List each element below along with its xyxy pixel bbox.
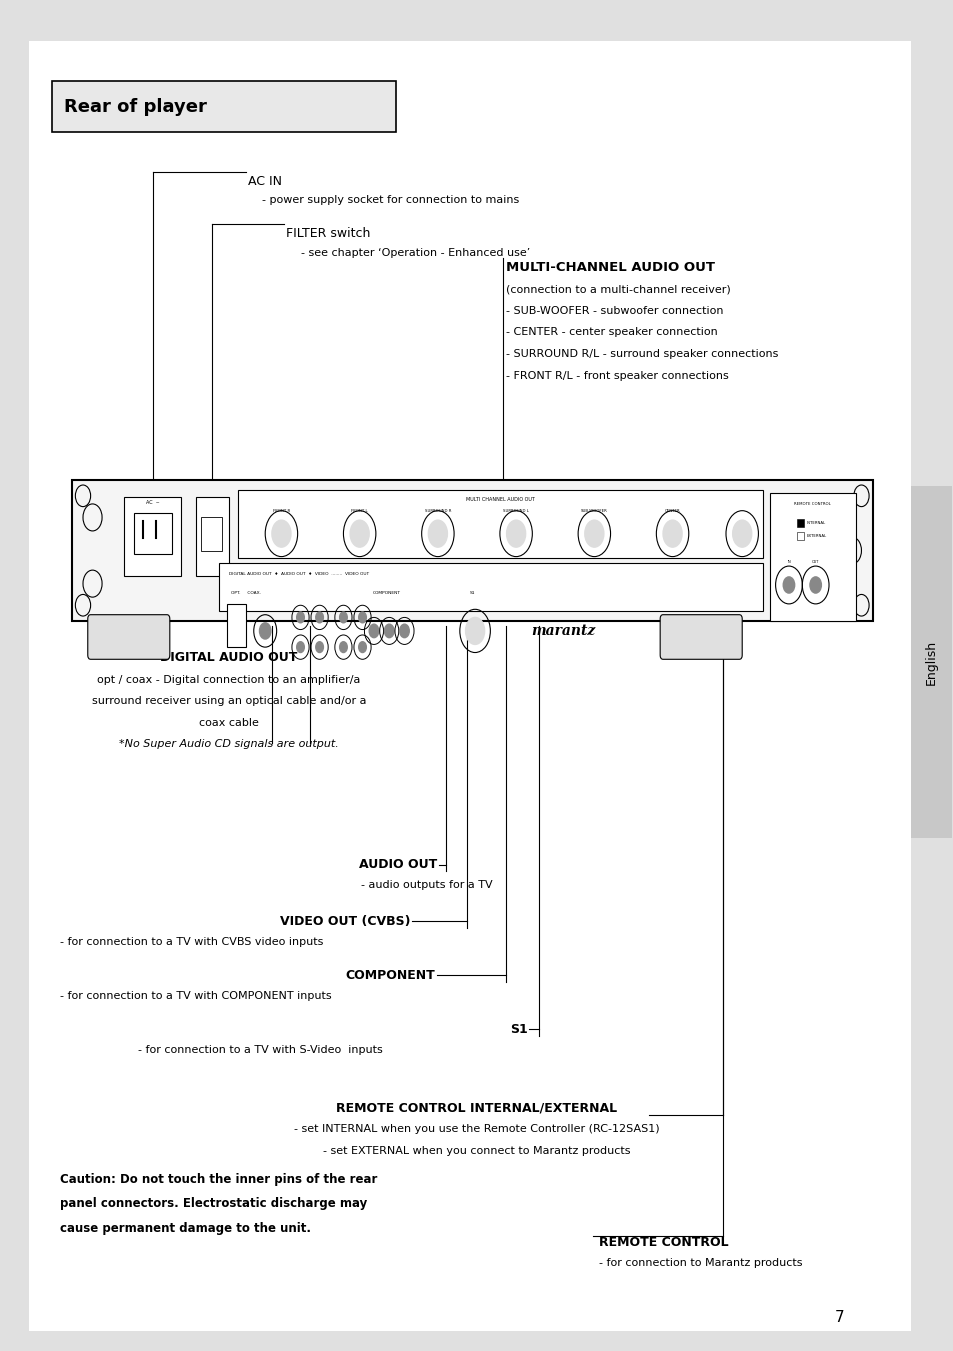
Circle shape bbox=[350, 520, 369, 547]
Circle shape bbox=[296, 642, 304, 653]
Text: SURROUND R: SURROUND R bbox=[424, 509, 451, 512]
Text: OPT.     COAX.: OPT. COAX. bbox=[231, 592, 260, 594]
FancyBboxPatch shape bbox=[659, 615, 741, 659]
Bar bbox=[238, 490, 762, 558]
Text: surround receiver using an optical cable and/or a: surround receiver using an optical cable… bbox=[91, 696, 366, 707]
Text: - for connection to a TV with COMPONENT inputs: - for connection to a TV with COMPONENT … bbox=[60, 990, 332, 1001]
Text: AC  ~: AC ~ bbox=[146, 500, 159, 505]
Text: panel connectors. Electrostatic discharge may: panel connectors. Electrostatic discharg… bbox=[60, 1197, 367, 1210]
Text: S1: S1 bbox=[509, 1023, 527, 1036]
Circle shape bbox=[272, 520, 291, 547]
Text: REMOTE CONTROL: REMOTE CONTROL bbox=[794, 503, 830, 505]
Text: AC IN: AC IN bbox=[248, 174, 282, 188]
Text: - for connection to a TV with S-Video  inputs: - for connection to a TV with S-Video in… bbox=[138, 1044, 383, 1055]
Text: COMPONENT: COMPONENT bbox=[345, 969, 435, 982]
Text: 7: 7 bbox=[834, 1309, 843, 1325]
Bar bbox=[71, 480, 872, 621]
Text: OUT: OUT bbox=[811, 561, 819, 563]
Text: Caution: Do not touch the inner pins of the rear: Caution: Do not touch the inner pins of … bbox=[60, 1173, 377, 1186]
Text: CENTER: CENTER bbox=[664, 509, 679, 512]
Text: VIDEO OUT (CVBS): VIDEO OUT (CVBS) bbox=[279, 915, 410, 928]
Text: *No Super Audio CD signals are output.: *No Super Audio CD signals are output. bbox=[119, 739, 338, 750]
Circle shape bbox=[662, 520, 681, 547]
Text: DIGITAL AUDIO OUT: DIGITAL AUDIO OUT bbox=[160, 651, 297, 665]
Text: MULTI-CHANNEL AUDIO OUT: MULTI-CHANNEL AUDIO OUT bbox=[505, 261, 714, 274]
Text: MULTI CHANNEL AUDIO OUT: MULTI CHANNEL AUDIO OUT bbox=[466, 497, 535, 503]
Text: EXTERNAL: EXTERNAL bbox=[805, 535, 825, 538]
Bar bbox=[52, 81, 395, 132]
Text: SURROUND L: SURROUND L bbox=[502, 509, 529, 512]
Circle shape bbox=[506, 520, 525, 547]
Text: IN: IN bbox=[786, 561, 790, 563]
Text: COMPONENT: COMPONENT bbox=[372, 592, 400, 594]
Text: DIGITAL AUDIO OUT  ♦  AUDIO OUT  ♦  VIDEO  ........  VIDEO OUT: DIGITAL AUDIO OUT ♦ AUDIO OUT ♦ VIDEO ..… bbox=[229, 573, 369, 576]
Bar bbox=[796, 532, 803, 540]
Text: cause permanent damage to the unit.: cause permanent damage to the unit. bbox=[60, 1221, 311, 1235]
Circle shape bbox=[369, 624, 378, 638]
Text: - for connection to a TV with CVBS video inputs: - for connection to a TV with CVBS video… bbox=[60, 936, 323, 947]
Text: - CENTER - center speaker connection: - CENTER - center speaker connection bbox=[505, 327, 717, 338]
Bar bbox=[219, 563, 762, 611]
Text: coax cable: coax cable bbox=[199, 717, 258, 728]
Circle shape bbox=[584, 520, 603, 547]
Bar bbox=[910, 486, 951, 838]
Text: - SURROUND R/L - surround speaker connections: - SURROUND R/L - surround speaker connec… bbox=[505, 349, 778, 359]
Text: - SUB-WOOFER - subwoofer connection: - SUB-WOOFER - subwoofer connection bbox=[505, 305, 722, 316]
Text: marantz: marantz bbox=[530, 624, 595, 638]
Circle shape bbox=[428, 520, 447, 547]
Circle shape bbox=[732, 520, 751, 547]
Text: - see chapter ‘Operation - Enhanced use’: - see chapter ‘Operation - Enhanced use’ bbox=[301, 247, 530, 258]
Text: - power supply socket for connection to mains: - power supply socket for connection to … bbox=[262, 195, 519, 205]
Circle shape bbox=[339, 642, 347, 653]
Text: FRONT L: FRONT L bbox=[351, 509, 368, 512]
Circle shape bbox=[465, 617, 484, 644]
Circle shape bbox=[809, 577, 821, 593]
Circle shape bbox=[339, 612, 347, 623]
Text: S1: S1 bbox=[469, 592, 475, 594]
Bar bbox=[227, 604, 246, 647]
Bar bbox=[124, 497, 181, 576]
Text: English: English bbox=[924, 639, 937, 685]
Bar bbox=[796, 519, 803, 527]
Circle shape bbox=[384, 624, 394, 638]
Text: FILTER switch: FILTER switch bbox=[286, 227, 370, 240]
Circle shape bbox=[259, 623, 271, 639]
Circle shape bbox=[399, 624, 409, 638]
Bar bbox=[195, 497, 229, 576]
Text: opt / coax - Digital connection to an amplifier/a: opt / coax - Digital connection to an am… bbox=[97, 674, 360, 685]
Text: AUDIO OUT: AUDIO OUT bbox=[358, 858, 436, 871]
Text: REMOTE CONTROL INTERNAL/EXTERNAL: REMOTE CONTROL INTERNAL/EXTERNAL bbox=[336, 1101, 617, 1115]
Bar bbox=[201, 517, 222, 551]
Circle shape bbox=[315, 612, 323, 623]
Circle shape bbox=[358, 642, 366, 653]
Bar bbox=[133, 513, 172, 554]
Text: - audio outputs for a TV: - audio outputs for a TV bbox=[360, 880, 492, 890]
Text: INTERNAL: INTERNAL bbox=[805, 521, 824, 524]
Text: FRONT R: FRONT R bbox=[273, 509, 290, 512]
Text: - set EXTERNAL when you connect to Marantz products: - set EXTERNAL when you connect to Maran… bbox=[323, 1146, 630, 1156]
Text: Rear of player: Rear of player bbox=[64, 97, 207, 116]
Text: - set INTERNAL when you use the Remote Controller (RC-12SAS1): - set INTERNAL when you use the Remote C… bbox=[294, 1124, 659, 1135]
Bar bbox=[769, 493, 855, 621]
Text: - for connection to Marantz products: - for connection to Marantz products bbox=[598, 1258, 801, 1269]
Text: (connection to a multi-channel receiver): (connection to a multi-channel receiver) bbox=[505, 284, 730, 295]
Circle shape bbox=[358, 612, 366, 623]
Circle shape bbox=[782, 577, 794, 593]
Text: SUB-WOOFER: SUB-WOOFER bbox=[580, 509, 607, 512]
Text: REMOTE CONTROL: REMOTE CONTROL bbox=[598, 1236, 728, 1250]
Circle shape bbox=[315, 642, 323, 653]
FancyBboxPatch shape bbox=[88, 615, 170, 659]
Text: - FRONT R/L - front speaker connections: - FRONT R/L - front speaker connections bbox=[505, 370, 727, 381]
Circle shape bbox=[296, 612, 304, 623]
